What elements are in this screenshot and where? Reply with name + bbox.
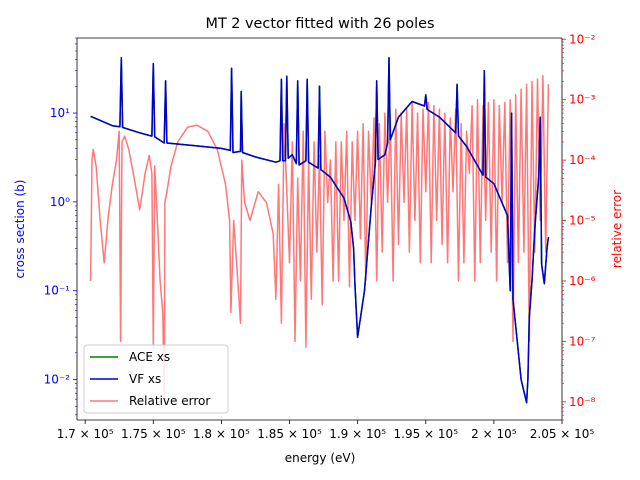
y2-axis-label: relative error — [610, 190, 624, 268]
legend-box — [83, 344, 229, 414]
x-tick-label: 1.7 × 10⁵ — [57, 427, 114, 441]
y2-tick-label: 10⁻⁶ — [569, 274, 596, 288]
x-tick-label: 2.05 × 10⁵ — [530, 427, 595, 441]
y2-tick-label: 10⁻³ — [569, 93, 596, 107]
y-axis-label: cross section (b) — [13, 180, 27, 279]
y-tick-label: 10⁻² — [44, 373, 71, 387]
legend-entry-error-label: Relative error — [129, 394, 210, 408]
y2-axis-ticks: 10⁻⁸ 10⁻⁷ 10⁻⁶ 10⁻⁵ 10⁻⁴ 10⁻³ 10⁻² — [562, 32, 596, 421]
x-axis-ticks: 1.7 × 10⁵ 1.75 × 10⁵ 1.8 × 10⁵ 1.85 × 10⁵ 1.… — [57, 420, 595, 441]
y-tick-label: 10⁻¹ — [44, 284, 71, 298]
x-axis-label: energy (eV) — [285, 451, 356, 465]
x-tick-label: 2 × 10⁵ — [471, 427, 517, 441]
legend-entry-vf-label: VF xs — [129, 372, 161, 386]
y2-tick-label: 10⁻⁵ — [569, 214, 596, 228]
axes-frame — [76, 37, 563, 421]
y2-tick-label: 10⁻² — [569, 32, 596, 46]
chart-title: MT 2 vector fitted with 26 poles — [206, 16, 435, 32]
x-tick-label: 1.95 × 10⁵ — [394, 427, 459, 441]
y2-tick-label: 10⁻⁴ — [569, 153, 596, 167]
x-tick-label: 1.9 × 10⁵ — [329, 427, 386, 441]
y-tick-label: 10¹ — [50, 106, 70, 120]
y2-tick-label: 10⁻⁷ — [569, 334, 596, 348]
y2-tick-label: 10⁻⁸ — [569, 395, 596, 409]
y-axis-ticks: 10⁻² 10⁻¹ 10⁰ 10¹ — [44, 37, 77, 416]
x-tick-label: 1.8 × 10⁵ — [193, 427, 250, 441]
y-tick-label: 10⁰ — [50, 195, 70, 209]
vf-xs-line — [90, 56, 550, 404]
x-tick-label: 1.85 × 10⁵ — [257, 427, 322, 441]
legend: ACE xs VF xs Relative error — [83, 344, 229, 414]
x-tick-label: 1.75 × 10⁵ — [121, 427, 186, 441]
legend-entry-ace-label: ACE xs — [129, 350, 170, 364]
